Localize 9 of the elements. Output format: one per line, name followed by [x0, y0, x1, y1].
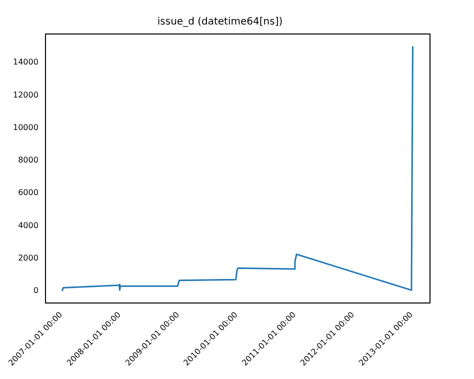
y-tick-label: 0 [33, 286, 38, 296]
y-tick-label: 2000 [18, 253, 38, 262]
y-tick-label: 10000 [12, 122, 38, 132]
chart-title: issue_d (datetime64[ns]) [157, 16, 283, 28]
y-tick-label: 12000 [12, 90, 38, 100]
y-tick-label: 14000 [12, 58, 38, 67]
y-tick-label: 4000 [18, 220, 38, 230]
y-tick-label: 8000 [18, 156, 38, 165]
y-tick-label: 6000 [18, 188, 38, 198]
